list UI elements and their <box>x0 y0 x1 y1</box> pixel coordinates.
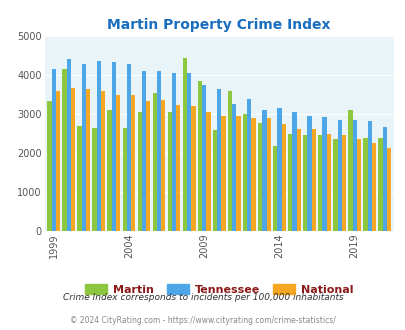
Bar <box>386 148 390 231</box>
Bar <box>182 58 187 231</box>
Bar <box>326 134 330 231</box>
Bar <box>206 112 210 231</box>
Bar <box>101 91 105 231</box>
Bar <box>51 69 55 231</box>
Bar <box>262 110 266 231</box>
Bar <box>176 105 180 231</box>
Bar <box>55 91 60 231</box>
Bar <box>292 112 296 231</box>
Bar <box>116 95 120 231</box>
Bar <box>311 129 315 231</box>
Bar <box>236 116 240 231</box>
Bar <box>337 120 341 231</box>
Bar <box>187 73 191 231</box>
Bar <box>341 135 345 231</box>
Text: Crime Index corresponds to incidents per 100,000 inhabitants: Crime Index corresponds to incidents per… <box>62 292 343 302</box>
Bar <box>47 101 51 231</box>
Text: © 2024 CityRating.com - https://www.cityrating.com/crime-statistics/: © 2024 CityRating.com - https://www.city… <box>70 315 335 325</box>
Legend: Martin, Tennessee, National: Martin, Tennessee, National <box>80 280 357 299</box>
Bar <box>71 88 75 231</box>
Bar <box>356 140 360 231</box>
Bar <box>107 110 111 231</box>
Bar <box>172 73 176 231</box>
Bar <box>156 71 161 231</box>
Bar <box>161 100 165 231</box>
Bar <box>217 89 221 231</box>
Bar <box>367 121 371 231</box>
Bar <box>362 138 367 231</box>
Bar <box>92 128 96 231</box>
Bar <box>126 64 131 231</box>
Bar <box>62 69 66 231</box>
Bar <box>247 99 251 231</box>
Bar <box>221 116 225 231</box>
Bar <box>377 138 382 231</box>
Bar <box>371 143 375 231</box>
Bar <box>191 106 195 231</box>
Bar <box>273 146 277 231</box>
Bar <box>212 130 217 231</box>
Bar <box>281 124 285 231</box>
Bar <box>307 116 311 231</box>
Bar <box>167 112 172 231</box>
Bar <box>202 84 206 231</box>
Bar <box>277 108 281 231</box>
Bar <box>111 62 116 231</box>
Bar <box>152 93 156 231</box>
Bar <box>333 139 337 231</box>
Bar <box>303 135 307 231</box>
Bar <box>382 127 386 231</box>
Bar <box>352 120 356 231</box>
Bar <box>96 61 101 231</box>
Bar <box>322 117 326 231</box>
Bar <box>131 95 135 231</box>
Bar <box>141 71 146 231</box>
Bar <box>122 128 126 231</box>
Bar <box>146 101 150 231</box>
Bar <box>251 118 255 231</box>
Bar <box>318 135 322 231</box>
Bar <box>86 89 90 231</box>
Bar <box>81 64 86 231</box>
Bar <box>137 112 141 231</box>
Title: Martin Property Crime Index: Martin Property Crime Index <box>107 18 330 32</box>
Bar <box>347 110 352 231</box>
Bar <box>232 105 236 231</box>
Bar <box>288 134 292 231</box>
Bar <box>296 129 300 231</box>
Bar <box>227 91 232 231</box>
Bar <box>197 81 202 231</box>
Bar <box>66 59 71 231</box>
Bar <box>257 123 262 231</box>
Bar <box>242 114 247 231</box>
Bar <box>77 126 81 231</box>
Bar <box>266 118 270 231</box>
